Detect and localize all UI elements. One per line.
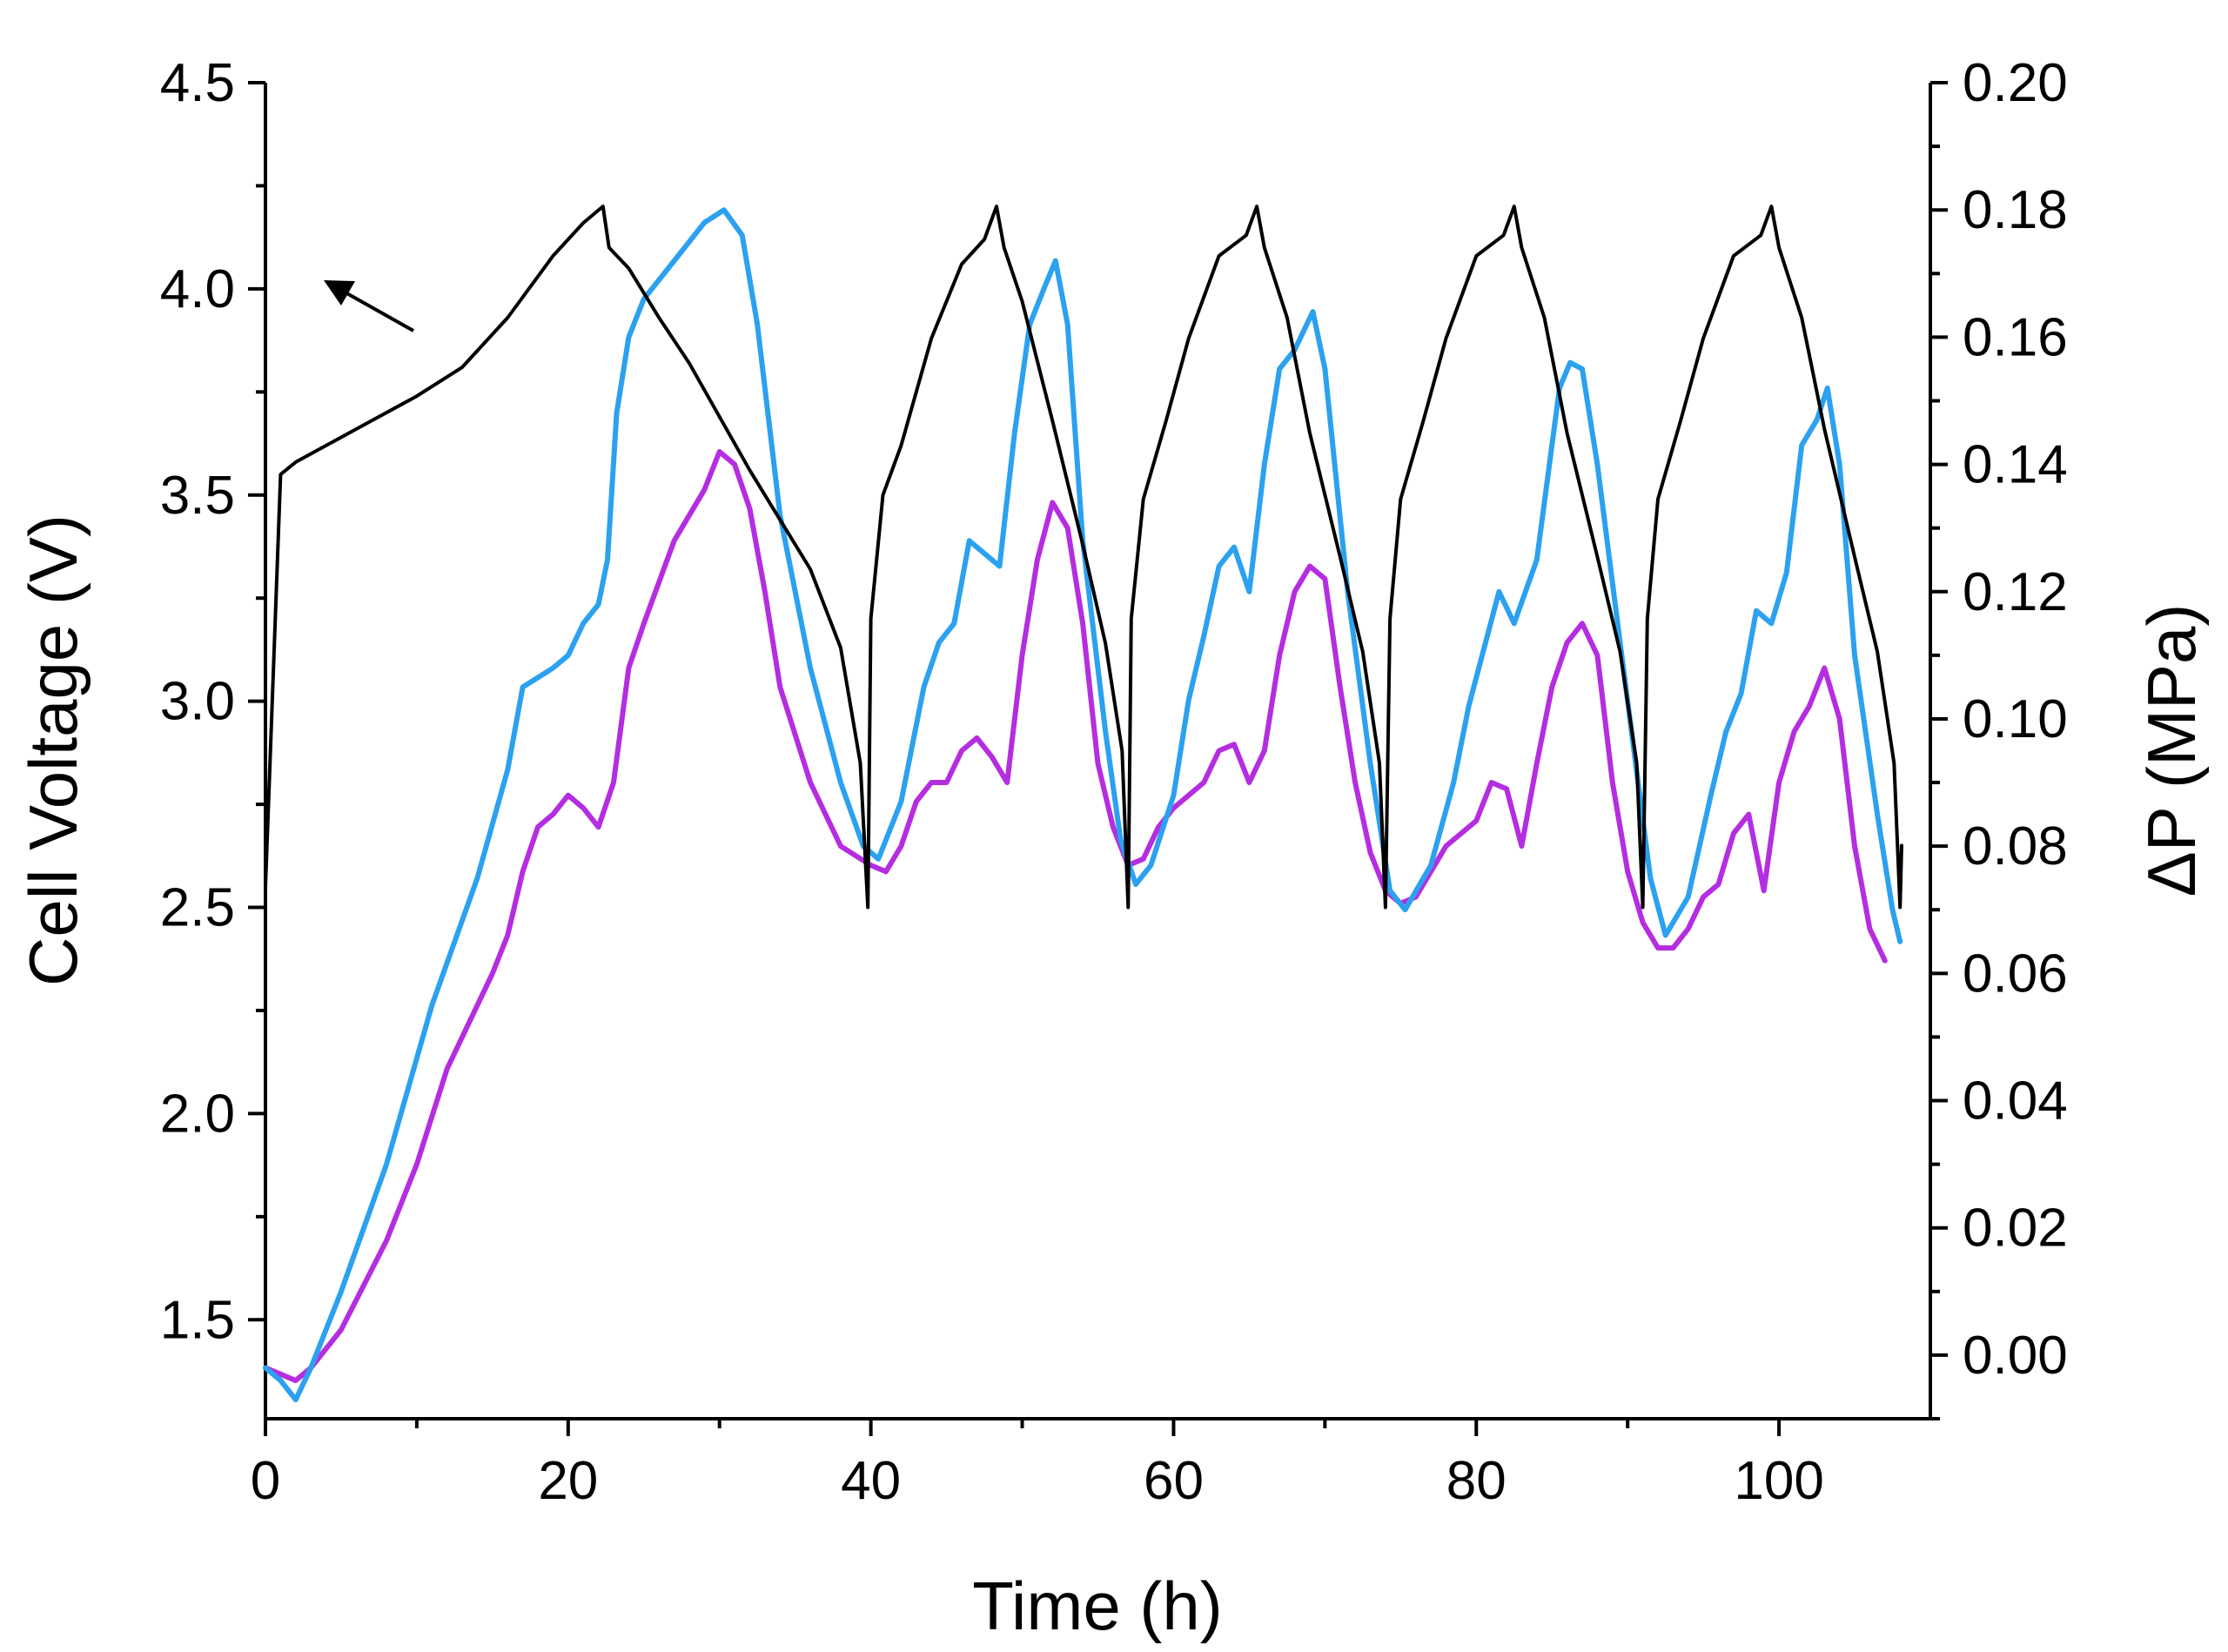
y2-tick-label: 0.18 <box>1963 180 2068 240</box>
y-tick-label: 1.5 <box>160 1290 235 1350</box>
series-line-p-blue <box>263 207 1903 1403</box>
series-line-cell-voltage <box>264 205 1903 910</box>
y2-tick-label: 0.02 <box>1963 1199 2068 1259</box>
x-tick-label: 100 <box>1734 1451 1823 1511</box>
y2-tick-label: 0.08 <box>1963 816 2068 876</box>
x-tick-label: 20 <box>538 1451 598 1511</box>
y2-tick-label: 0.14 <box>1963 435 2068 495</box>
y2-tick-label: 0.10 <box>1963 689 2068 749</box>
y2-tick-label: 0.06 <box>1963 944 2068 1004</box>
x-tick-label: 80 <box>1446 1451 1507 1511</box>
y-axis-title: Cell Voltage (V) <box>15 514 91 986</box>
y-tick-label: 3.5 <box>160 466 235 526</box>
y-tick-label: 3.0 <box>160 672 235 732</box>
y2-tick-label: 0.00 <box>1963 1326 2068 1386</box>
annotation-arrow <box>324 280 414 332</box>
ticks-layer <box>248 81 1948 1436</box>
y2-tick-label: 0.16 <box>1963 307 2068 367</box>
y2-tick-label: 0.20 <box>1963 53 2068 113</box>
y-tick-label: 2.5 <box>160 878 235 938</box>
y-tick-label: 4.5 <box>160 53 235 113</box>
axes-frame <box>264 83 1932 1420</box>
y2-tick-label: 0.04 <box>1963 1071 2068 1132</box>
x-tick-label: 0 <box>251 1451 280 1511</box>
y-tick-label: 2.0 <box>160 1084 235 1144</box>
series-line-p-purple <box>263 449 1888 1384</box>
x-axis-title: Time (h) <box>972 1568 1222 1644</box>
x-tick-label: 60 <box>1144 1451 1204 1511</box>
x-tick-label: 40 <box>841 1451 901 1511</box>
y2-tick-label: 0.12 <box>1963 562 2068 622</box>
arrow-shaft <box>343 290 414 332</box>
y-tick-label: 4.0 <box>160 259 235 319</box>
arrow-head <box>324 280 355 306</box>
tick-labels-layer: 0 20 40 60 80 100 1.5 2.0 2.5 3.0 3.5 4.0 4.5 0.00 0.0… <box>160 53 2068 1511</box>
series-layer <box>263 205 1903 1403</box>
y2-axis-title: ΔP (MPa) <box>2133 604 2210 897</box>
